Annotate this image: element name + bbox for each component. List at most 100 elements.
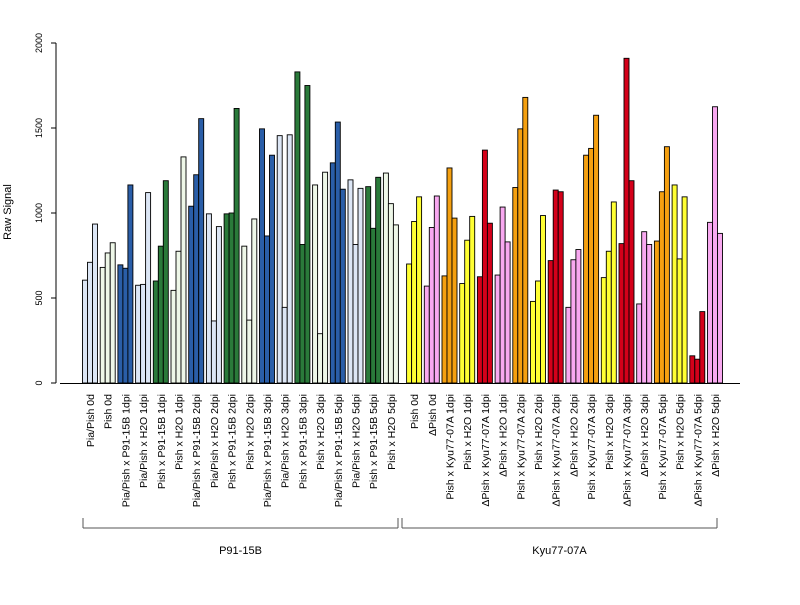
x-tick-label: Pish x H2O 1dpi — [462, 394, 474, 470]
bar — [365, 186, 372, 384]
x-tick-label: ΔPish x Kyu77-07A 1dpi — [480, 394, 492, 507]
bar — [476, 276, 483, 384]
x-tick-label: ΔPish x H2O 1dpi — [498, 394, 510, 477]
bar — [352, 243, 359, 384]
y-tick-label: 1000 — [34, 203, 44, 223]
x-tick-label: ΔPish x Kyu77-07A 3dpi — [622, 394, 634, 507]
bar — [712, 106, 718, 384]
bar — [451, 217, 458, 384]
x-tick-label: Pish x H2O 3dpi — [604, 394, 616, 470]
x-tick-label: Pish x H2O 5dpi — [675, 394, 687, 470]
bar — [175, 250, 182, 384]
bar — [157, 245, 164, 384]
bar — [671, 184, 678, 384]
x-tick-label: Pish x H2O 2dpi — [533, 394, 545, 470]
x-tick-label: Pish x Kyu77-07A 1dpi — [445, 394, 457, 500]
bar — [210, 320, 217, 384]
bar — [618, 243, 625, 384]
bar — [152, 280, 159, 384]
bar — [446, 167, 453, 384]
bar — [547, 260, 554, 384]
x-tick-labels: Pia/Pish 0d Pish 0d Pia/Pish x P91-15B 1dp… — [85, 394, 722, 507]
bar — [241, 245, 248, 384]
x-tick-label: Pish x Kyu77-07A 2dpi — [515, 394, 527, 500]
x-tick-label: Pia/Pish x H2O 1dpi — [138, 394, 150, 488]
bar — [205, 213, 212, 384]
bar — [428, 226, 435, 384]
bar — [583, 154, 590, 384]
bar — [299, 243, 306, 384]
bar — [334, 121, 341, 384]
group-brackets: P91-15B Kyu77-07A — [82, 518, 718, 557]
bar — [317, 333, 324, 384]
x-tick-label: Pish x H2O 2dpi — [244, 394, 256, 470]
y-tick-label: 2000 — [34, 33, 44, 53]
bar — [416, 196, 423, 384]
bar — [494, 274, 501, 384]
x-tick-label: Pish x P91-15B 3dpi — [297, 394, 309, 489]
x-tick-label: Pia/Pish 0d — [85, 394, 97, 447]
y-tick-label: 500 — [34, 290, 44, 305]
bar — [540, 215, 546, 384]
bar — [140, 283, 147, 384]
bar — [423, 285, 430, 384]
x-tick-label: ΔPish x H2O 3dpi — [639, 394, 651, 477]
bar — [535, 280, 541, 384]
group-label: P91-15B — [219, 545, 262, 557]
bar — [122, 267, 129, 384]
bar — [329, 162, 336, 384]
x-tick-label: Pish 0d — [103, 394, 115, 429]
bar — [228, 212, 235, 384]
bar — [433, 195, 440, 384]
bar — [593, 114, 600, 384]
bar — [294, 71, 301, 384]
bar — [707, 221, 713, 384]
bar — [215, 226, 222, 384]
bar — [269, 154, 275, 384]
y-tick-label: 1500 — [34, 118, 44, 138]
bars — [82, 57, 723, 384]
bar — [636, 303, 643, 384]
bar — [246, 319, 253, 384]
bar — [570, 259, 577, 384]
bar — [663, 146, 670, 384]
bar — [557, 191, 564, 384]
x-tick-label: Pish x Kyu77-07A 3dpi — [586, 394, 598, 500]
bar — [162, 180, 169, 384]
y-tick-label: 0 — [34, 380, 44, 385]
bar — [459, 283, 466, 384]
bar — [610, 201, 617, 384]
y-axis: 0 500 1000 1500 2000 — [34, 33, 57, 386]
bar — [392, 224, 399, 384]
bar — [530, 300, 536, 384]
x-tick-label: Pia/Pish x H2O 2dpi — [209, 394, 221, 488]
bar — [623, 57, 630, 384]
bar — [676, 258, 683, 384]
x-tick-label: Pish x P91-15B 5dpi — [368, 394, 380, 489]
x-tick-label: Pia/Pish x P91-15B 5dpi — [333, 394, 345, 507]
x-tick-label: ΔPish 0d — [427, 394, 439, 436]
x-tick-label: ΔPish x Kyu77-07A 2dpi — [551, 394, 563, 507]
bar — [135, 284, 142, 384]
bar — [223, 213, 230, 384]
y-axis-label: Raw Signal — [2, 184, 14, 240]
x-tick-label: Pish x H2O 1dpi — [174, 394, 186, 470]
bar — [646, 243, 653, 384]
bar — [117, 264, 124, 384]
bar — [259, 128, 265, 384]
bar — [87, 261, 93, 384]
x-tick-label: ΔPish x H2O 5dpi — [710, 394, 722, 477]
bar — [689, 355, 696, 384]
x-tick-label: Pish x P91-15B 2dpi — [227, 394, 239, 489]
bar — [575, 249, 582, 384]
bar — [322, 171, 329, 384]
bar — [347, 179, 354, 384]
bar — [694, 358, 701, 384]
bar — [198, 118, 205, 384]
bar — [382, 172, 389, 384]
bar — [411, 221, 418, 384]
bar — [641, 231, 648, 384]
bar — [357, 187, 364, 384]
bar — [193, 174, 200, 384]
